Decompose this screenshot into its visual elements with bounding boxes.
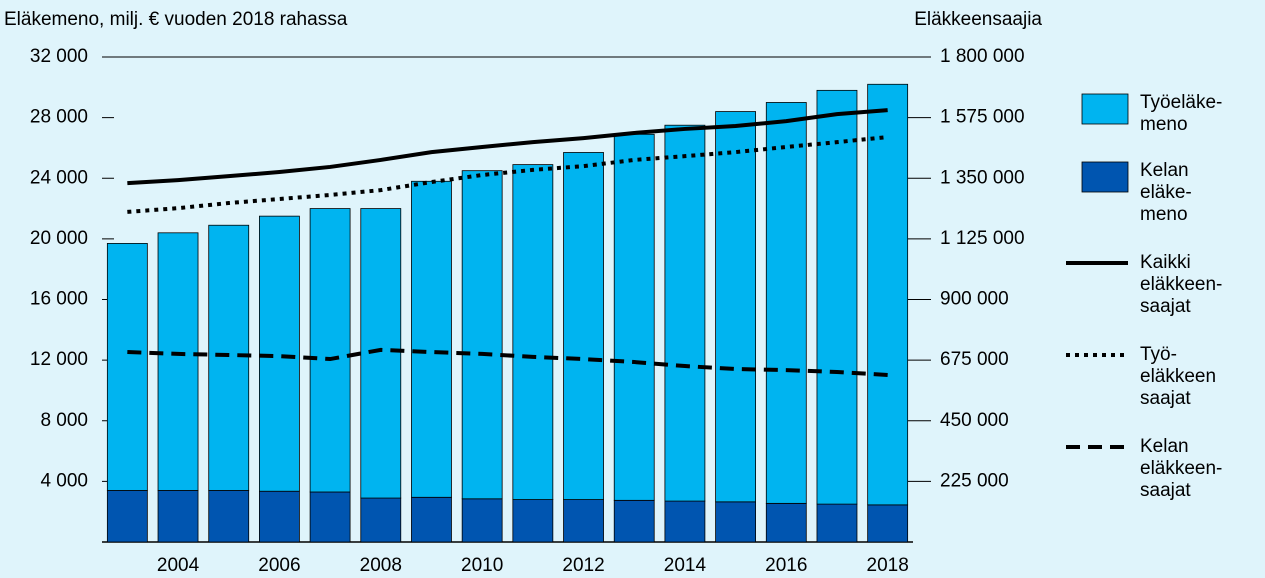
x-tick-label: 2010 [461, 555, 503, 576]
bar [816, 503, 858, 543]
y2-axis-label: Eläkkeensaajia [914, 9, 1042, 30]
bar [360, 497, 402, 543]
y-tick-label: 20 000 [30, 228, 88, 249]
x-tick-label: 2018 [867, 555, 909, 576]
legend-label: Kaikki eläkkeen- saajat [1140, 252, 1223, 317]
bar [765, 502, 807, 543]
bar [106, 243, 148, 491]
x-tick-label: 2012 [562, 555, 604, 576]
bar [157, 490, 199, 543]
bar [309, 491, 351, 543]
y2-tick-label: 1 125 000 [940, 228, 1025, 249]
line [127, 347, 888, 377]
y-tick-label: 28 000 [30, 107, 88, 128]
bar [867, 83, 909, 506]
line [127, 135, 888, 214]
y-tick-label: 8 000 [40, 410, 88, 431]
y2-tick-label: 1 575 000 [940, 107, 1025, 128]
y-tick-label: 4 000 [40, 470, 88, 491]
y-axis-label: Eläkemeno, milj. € vuoden 2018 rahassa [4, 9, 348, 30]
y2-tick-label: 1 350 000 [940, 167, 1025, 188]
legend-swatch [1081, 93, 1129, 125]
x-tick-label: 2016 [765, 555, 807, 576]
bar [259, 490, 300, 543]
bar [765, 102, 807, 504]
bar [715, 501, 756, 543]
bar [867, 504, 909, 543]
x-tick-label: 2008 [360, 555, 402, 576]
bar [461, 170, 503, 500]
legend-label: Kelan eläke- meno [1140, 160, 1192, 225]
bar [106, 490, 148, 543]
bar [613, 499, 655, 543]
bar [664, 500, 706, 543]
y2-tick-label: 1 800 000 [940, 46, 1025, 67]
bar [208, 490, 250, 543]
bar [259, 215, 300, 492]
x-tick-label: 2006 [258, 555, 300, 576]
y2-tick-label: 450 000 [940, 410, 1009, 431]
legend-swatch [1081, 161, 1129, 193]
bar [715, 111, 756, 503]
y-tick-label: 32 000 [30, 46, 88, 67]
y2-tick-label: 225 000 [940, 470, 1009, 491]
legend-label: Työeläke- meno [1140, 92, 1223, 135]
bar [360, 208, 402, 499]
y-tick-label: 24 000 [30, 167, 88, 188]
y2-tick-label: 675 000 [940, 349, 1009, 370]
bar [411, 180, 452, 498]
bar [512, 164, 554, 500]
bar [512, 499, 554, 543]
bar [461, 498, 503, 543]
bar [563, 499, 604, 543]
bar [613, 133, 655, 501]
line [127, 108, 888, 186]
bar [309, 208, 351, 493]
y-tick-label: 16 000 [30, 289, 88, 310]
bar [157, 232, 199, 491]
y2-tick-label: 900 000 [940, 289, 1009, 310]
x-tick-label: 2014 [664, 555, 707, 576]
bar [411, 496, 452, 543]
bar [664, 124, 706, 502]
bar [563, 152, 604, 500]
bar [816, 89, 858, 505]
y-tick-label: 12 000 [30, 349, 88, 370]
legend-label: Työ- eläkkeen saajat [1140, 344, 1217, 409]
legend-label: Kelan eläkkeen- saajat [1140, 436, 1223, 501]
x-tick-label: 2004 [157, 555, 200, 576]
bar [208, 224, 250, 491]
